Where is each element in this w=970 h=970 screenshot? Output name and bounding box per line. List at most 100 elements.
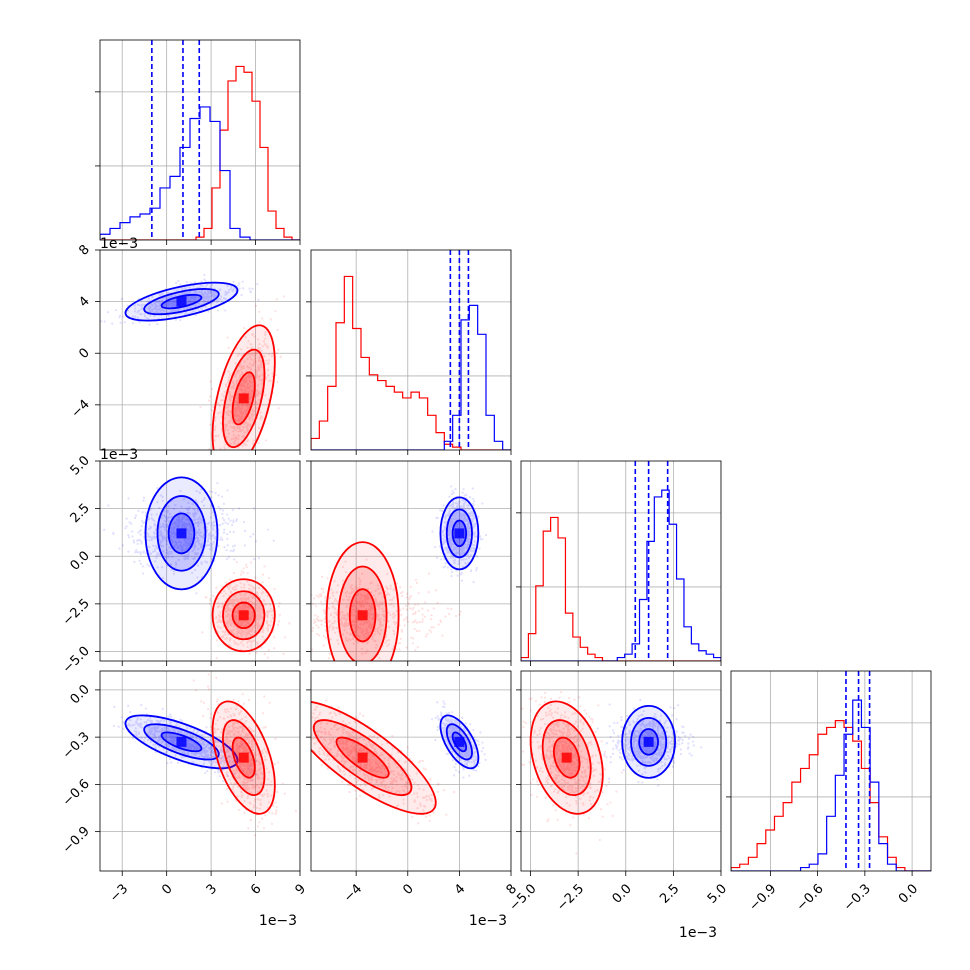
scatter-point — [242, 619, 245, 623]
scatter-point — [151, 308, 154, 311]
scatter-point — [258, 596, 262, 599]
scatter-point — [155, 513, 158, 516]
scatter-point — [170, 527, 173, 530]
scatter-point — [148, 309, 152, 312]
scatter-point — [232, 521, 235, 524]
scatter-point — [190, 537, 193, 540]
scatter-point — [238, 453, 240, 455]
scatter-point — [227, 346, 230, 350]
scatter-point — [244, 605, 247, 609]
scatter-point — [183, 558, 186, 561]
panel-content-1-1 — [311, 250, 511, 450]
scatter-point — [171, 541, 174, 544]
scatter-point — [224, 425, 227, 428]
scatter-point — [266, 656, 269, 659]
scatter-point — [127, 533, 130, 537]
scatter-point — [224, 426, 227, 430]
scatter-point — [405, 646, 408, 649]
scatter-point — [155, 527, 158, 530]
scatter-point — [235, 611, 238, 614]
scatter-point — [231, 598, 234, 601]
panel-2-2 — [516, 460, 722, 666]
scatter-point — [249, 535, 252, 538]
scatter-point — [127, 497, 130, 500]
scatter-point — [312, 621, 316, 624]
scatter-point — [248, 393, 251, 396]
scatter-point — [239, 429, 242, 433]
scatter-point — [427, 609, 430, 612]
scatter-point — [238, 282, 241, 285]
scatter-point — [212, 524, 215, 527]
scatter-point — [198, 491, 202, 495]
scatter-point — [196, 501, 199, 504]
scatter-point — [163, 537, 167, 540]
scatter-point — [193, 519, 196, 522]
scatter-point — [179, 519, 182, 522]
scatter-point — [278, 601, 281, 605]
scatter-point — [255, 370, 258, 373]
y-tick-label: −4 — [69, 397, 93, 421]
scatter-point — [229, 442, 232, 445]
scatter-point — [247, 439, 250, 442]
scatter-point — [231, 598, 234, 601]
scatter-point — [246, 606, 249, 609]
scatter-point — [140, 305, 143, 308]
scatter-point — [303, 632, 305, 634]
scatter-point — [172, 536, 175, 539]
scatter-point — [207, 399, 211, 402]
scatter-point — [238, 623, 241, 627]
scatter-point — [266, 528, 270, 531]
scatter-point — [231, 604, 234, 608]
scatter-point — [253, 335, 256, 338]
scatter-point — [147, 307, 150, 310]
scatter-point — [148, 310, 152, 313]
scatter-point — [219, 422, 223, 425]
scatter-point — [276, 328, 279, 332]
scatter-point — [258, 368, 261, 371]
scatter-point — [191, 550, 194, 553]
scatter-point — [239, 374, 242, 377]
scatter-point — [205, 297, 208, 300]
scatter-point — [266, 612, 270, 615]
scatter-point — [139, 562, 143, 565]
scatter-point — [267, 361, 270, 365]
scatter-point — [200, 562, 203, 565]
scatter-point — [199, 531, 203, 534]
scatter-point — [256, 608, 259, 611]
scatter-point — [221, 604, 224, 607]
scatter-point — [253, 354, 256, 357]
scatter-point — [424, 601, 427, 604]
scatter-point — [277, 609, 279, 611]
scatter-point — [212, 295, 215, 298]
scatter-point — [242, 287, 245, 290]
scatter-point — [162, 537, 165, 540]
scatter-point — [227, 288, 231, 292]
scatter-point — [256, 591, 259, 595]
scatter-point — [246, 375, 250, 378]
scatter-point — [234, 437, 237, 440]
scatter-point — [217, 494, 220, 497]
scatter-point — [240, 365, 243, 368]
scatter-point — [200, 738, 203, 742]
scatter-point — [200, 292, 203, 296]
scatter-point — [238, 415, 241, 418]
scatter-point — [261, 317, 264, 320]
scatter-point — [236, 456, 238, 458]
scatter-point — [253, 359, 256, 362]
scatter-point — [260, 349, 263, 353]
scatter-point — [246, 430, 249, 433]
scatter-point — [261, 635, 264, 638]
scatter-point — [463, 494, 466, 497]
scatter-point — [175, 281, 178, 285]
scatter-point — [224, 447, 227, 450]
scatter-point — [181, 522, 185, 526]
scatter-point — [135, 549, 138, 552]
scatter-point — [148, 564, 151, 568]
scatter-point — [228, 638, 231, 641]
scatter-point — [454, 614, 458, 618]
scatter-point — [202, 296, 205, 299]
scatter-point — [203, 296, 206, 299]
scatter-point — [257, 367, 260, 370]
scatter-point — [170, 761, 173, 764]
scatter-point — [208, 448, 211, 450]
